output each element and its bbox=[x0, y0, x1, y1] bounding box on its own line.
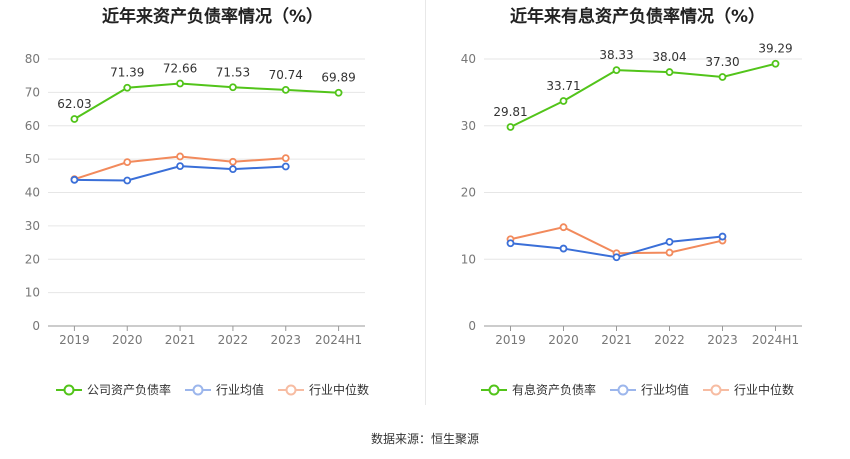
x-tick-label: 2019 bbox=[59, 333, 90, 347]
data-label: 38.33 bbox=[599, 48, 633, 62]
y-tick-label: 20 bbox=[25, 252, 40, 266]
y-tick-label: 30 bbox=[461, 119, 476, 133]
line-chart-debt-ratio: 0 10 20 30 40 50 60 70 80 2019 2020 2021 2022 2023 202… bbox=[25, 52, 365, 347]
data-point bbox=[229, 157, 237, 166]
legend-label: 行业均值 bbox=[640, 383, 689, 397]
chart-title: 近年来有息资产负债率情况（%） bbox=[509, 7, 766, 27]
data-label: 71.39 bbox=[110, 66, 144, 80]
chart-panel-debt-ratio: 近年来资产负债率情况（%） 0 10 20 30 40 50 60 70 80 2019 2020 2… bbox=[0, 0, 425, 410]
data-point bbox=[281, 86, 290, 94]
legend: 有息资产负债率 行业均值 行业中位数 bbox=[425, 381, 850, 398]
y-tick-label: 50 bbox=[25, 152, 40, 166]
y-tick-label: 40 bbox=[25, 186, 40, 200]
legend-item-industry-median[interactable]: 行业中位数 bbox=[278, 381, 369, 398]
legend-label: 行业中位数 bbox=[309, 383, 370, 397]
data-point bbox=[176, 79, 184, 88]
data-point bbox=[229, 83, 237, 92]
data-label: 69.89 bbox=[321, 71, 355, 85]
data-point bbox=[506, 123, 515, 131]
data-label: 72.66 bbox=[163, 61, 197, 75]
legend-item-industry-average[interactable]: 行业均值 bbox=[184, 381, 264, 398]
legend-label: 公司资产负债率 bbox=[86, 383, 171, 397]
data-point bbox=[612, 253, 621, 262]
chart-panel-interest-debt-ratio: 近年来有息资产负债率情况（%） 0 10 20 30 40 2019 2020 2021 202… bbox=[425, 0, 850, 410]
data-point bbox=[665, 248, 674, 257]
legend-swatch-green bbox=[480, 384, 507, 395]
data-point bbox=[771, 59, 780, 68]
data-point bbox=[559, 223, 568, 232]
data-point bbox=[70, 115, 79, 123]
legend-label: 有息资产负债率 bbox=[511, 383, 596, 397]
data-point bbox=[123, 176, 132, 185]
y-tick-label: 70 bbox=[25, 85, 40, 99]
data-point bbox=[612, 66, 621, 75]
data-point bbox=[506, 239, 515, 248]
legend-swatch-blue bbox=[609, 384, 636, 395]
panel-divider bbox=[425, 0, 426, 405]
data-label: 70.74 bbox=[269, 68, 303, 82]
data-point bbox=[123, 83, 132, 92]
y-tick-label: 30 bbox=[25, 219, 40, 233]
x-tick-label: 2024H1 bbox=[752, 333, 799, 347]
y-tick-label: 0 bbox=[468, 319, 476, 333]
data-label: 38.04 bbox=[652, 50, 686, 64]
data-point bbox=[334, 88, 343, 97]
y-tick-label: 10 bbox=[25, 286, 40, 300]
data-point bbox=[123, 158, 132, 167]
data-label: 33.71 bbox=[546, 79, 580, 93]
data-point bbox=[281, 154, 290, 163]
line-chart-interest-debt-ratio: 0 10 20 30 40 2019 2020 2021 2022 2023 2024H1 29.81… bbox=[461, 42, 802, 347]
legend-swatch-green bbox=[55, 384, 82, 395]
data-point bbox=[229, 165, 237, 174]
data-point bbox=[665, 237, 674, 246]
legend: 公司资产负债率 行业均值 行业中位数 bbox=[0, 381, 425, 398]
data-label: 62.03 bbox=[57, 97, 91, 111]
series-line bbox=[510, 62, 776, 128]
data-point bbox=[281, 162, 290, 171]
legend-swatch-blue bbox=[184, 384, 211, 395]
data-source-note: 数据来源：恒生聚源 bbox=[370, 432, 479, 446]
data-label: 71.53 bbox=[216, 65, 250, 79]
data-point bbox=[718, 73, 727, 81]
data-label: 37.30 bbox=[705, 55, 739, 69]
x-tick-label: 2022 bbox=[654, 333, 685, 347]
x-tick-label: 2021 bbox=[165, 333, 196, 347]
x-tick-label: 2022 bbox=[218, 333, 249, 347]
y-tick-label: 10 bbox=[461, 252, 476, 266]
series-line bbox=[73, 82, 339, 120]
x-tick-label: 2023 bbox=[707, 333, 738, 347]
y-tick-label: 80 bbox=[25, 52, 40, 66]
x-tick-label: 2024H1 bbox=[315, 333, 362, 347]
y-tick-label: 40 bbox=[461, 52, 476, 66]
legend-label: 行业均值 bbox=[215, 383, 264, 397]
data-label: 29.81 bbox=[493, 105, 527, 119]
data-point bbox=[70, 175, 79, 184]
data-point bbox=[718, 232, 727, 241]
legend-item-industry-average[interactable]: 行业均值 bbox=[609, 381, 689, 398]
x-tick-label: 2020 bbox=[548, 333, 579, 347]
y-tick-label: 60 bbox=[25, 119, 40, 133]
y-tick-label: 0 bbox=[32, 319, 40, 333]
y-tick-label: 20 bbox=[461, 186, 476, 200]
data-point bbox=[559, 244, 568, 253]
x-tick-label: 2023 bbox=[270, 333, 301, 347]
legend-swatch-orange bbox=[703, 384, 729, 395]
data-label: 39.29 bbox=[758, 42, 792, 56]
legend-item-company[interactable]: 有息资产负债率 bbox=[480, 381, 596, 398]
x-tick-label: 2019 bbox=[495, 333, 526, 347]
legend-swatch-orange bbox=[278, 384, 304, 395]
chart-title: 近年来资产负债率情况（%） bbox=[101, 7, 324, 27]
legend-item-company[interactable]: 公司资产负债率 bbox=[55, 381, 171, 398]
data-point bbox=[176, 152, 184, 161]
legend-label: 行业中位数 bbox=[734, 383, 795, 397]
x-tick-label: 2021 bbox=[601, 333, 632, 347]
data-point bbox=[665, 68, 674, 76]
x-tick-label: 2020 bbox=[112, 333, 143, 347]
data-point bbox=[559, 97, 568, 105]
legend-item-industry-median[interactable]: 行业中位数 bbox=[703, 381, 794, 398]
data-point bbox=[176, 162, 184, 171]
